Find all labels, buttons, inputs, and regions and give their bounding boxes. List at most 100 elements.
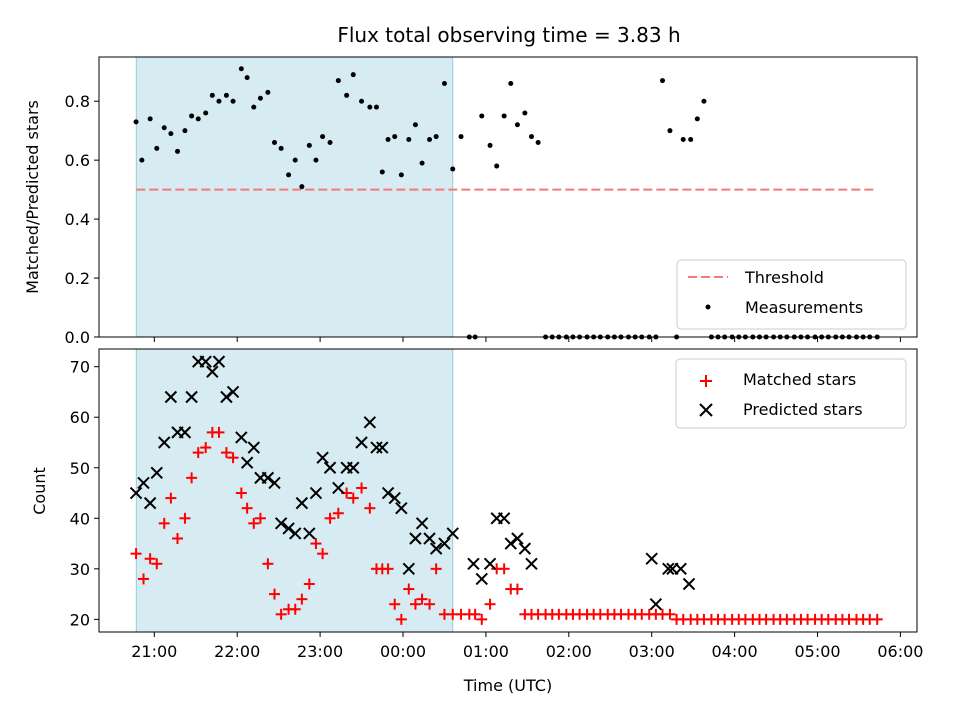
x-tick-label: 03:00 <box>629 642 675 661</box>
measurement-point <box>419 160 425 166</box>
chart-title: Flux total observing time = 3.83 h <box>337 23 680 47</box>
predicted-star-point <box>332 481 345 495</box>
predicted-star-point <box>178 426 192 439</box>
predicted-star-point <box>525 557 538 570</box>
bottom-y-tick-label: 70 <box>70 358 90 377</box>
measurement-point <box>501 113 507 119</box>
matched-star-point <box>403 583 415 595</box>
predicted-star-point <box>282 522 295 535</box>
predicted-star-point <box>158 436 171 449</box>
predicted-star-point <box>438 537 451 550</box>
measurement-point <box>398 172 404 178</box>
matched-star-point <box>262 558 274 570</box>
measurement-point <box>392 134 398 140</box>
bottom-legend-box <box>675 358 907 429</box>
predicted-star-point <box>347 461 360 474</box>
measurement-point <box>385 137 391 143</box>
measurement-point <box>529 134 535 140</box>
predicted-star-point <box>415 517 429 530</box>
matched-star-point <box>395 613 407 625</box>
predicted-star-point <box>504 537 517 550</box>
legend-measurements-label: Measurements <box>745 298 863 317</box>
matched-star-point <box>424 598 436 610</box>
matched-star-point <box>144 553 156 565</box>
predicted-star-point <box>129 486 143 500</box>
measurement-point <box>299 184 305 190</box>
predicted-star-point <box>511 532 524 545</box>
matched-star-point <box>511 583 523 595</box>
legend-matched-swatch <box>700 375 712 387</box>
measurement-point <box>195 116 201 122</box>
predicted-star-point <box>674 562 687 576</box>
bottom-y-tick-label: 60 <box>70 408 90 427</box>
matched-stars-points <box>130 426 883 625</box>
x-tick-label: 23:00 <box>297 642 343 661</box>
matched-star-point <box>469 608 481 620</box>
top-y-tick-label: 0.6 <box>65 151 90 170</box>
bottom-y-ticks: 20 30 40 50 60 70 <box>70 358 99 629</box>
matched-star-point <box>186 472 198 484</box>
measurement-point <box>133 119 139 125</box>
matched-star-point <box>389 598 401 610</box>
top-y-ticks: 0.0 0.2 0.4 0.6 0.8 <box>65 92 99 347</box>
measurement-point <box>154 145 160 151</box>
predicted-star-point <box>370 441 383 454</box>
measurement-point <box>427 137 433 143</box>
bottom-shaded-interval <box>135 348 454 633</box>
measurement-point <box>535 139 541 145</box>
measurement-point <box>147 116 153 122</box>
predicted-star-point <box>497 512 511 525</box>
x-tick-label: 05:00 <box>794 642 840 661</box>
x-tick-label: 06:00 <box>877 642 923 661</box>
matched-star-point <box>296 593 308 605</box>
bottom-y-axis-label: Count <box>30 467 49 515</box>
matched-star-point <box>151 558 163 570</box>
legend-measurements-swatch <box>705 304 711 310</box>
predicted-star-point <box>303 527 316 540</box>
x-tick-label: 02:00 <box>546 642 592 661</box>
predicted-stars-points <box>129 355 696 611</box>
measurement-point <box>350 72 356 78</box>
matched-star-point <box>241 502 253 514</box>
matched-star-point <box>664 608 676 620</box>
matched-star-point <box>200 442 212 454</box>
bottom-panel: 20 30 40 50 60 70 21:00 22:00 23:00 00:00 01:00 02… <box>30 348 923 695</box>
measurement-point <box>688 137 694 143</box>
matched-star-point <box>484 598 496 610</box>
measurement-point <box>522 110 528 116</box>
matched-star-point <box>248 517 260 529</box>
matched-star-point <box>303 578 315 590</box>
measurement-point <box>487 142 493 148</box>
matched-star-point <box>269 588 281 600</box>
measurement-point <box>412 122 418 128</box>
predicted-star-point <box>649 597 663 611</box>
matched-star-point <box>220 447 232 459</box>
bottom-plot-frame <box>98 348 918 633</box>
measurement-point <box>327 139 333 145</box>
measurement-point <box>320 134 326 140</box>
bottom-y-tick-label: 30 <box>70 560 90 579</box>
matched-star-point <box>213 426 225 438</box>
measurement-point <box>209 92 215 98</box>
measurement-point <box>433 134 439 140</box>
matched-star-point <box>324 512 336 524</box>
measurement-point <box>265 89 271 95</box>
x-tick-label: 00:00 <box>380 642 426 661</box>
predicted-star-point <box>662 562 675 576</box>
matched-star-point <box>498 563 510 575</box>
predicted-star-point <box>323 461 337 474</box>
predicted-star-point <box>150 466 163 480</box>
predicted-star-point <box>235 431 248 444</box>
top-panel: 0.00.20.40.60.8 Matched/Predicted stars … <box>23 56 918 347</box>
measurement-point <box>373 104 379 110</box>
top-y-tick-label: 0.0 <box>65 328 90 347</box>
matched-star-point <box>158 517 170 529</box>
predicted-star-point <box>388 491 401 505</box>
matched-star-point <box>192 447 204 459</box>
matched-star-point <box>130 548 142 560</box>
measurement-point <box>313 157 319 163</box>
predicted-star-point <box>381 486 395 500</box>
matched-star-point <box>871 613 883 625</box>
measurement-point <box>238 66 244 72</box>
matched-star-point <box>289 603 301 615</box>
